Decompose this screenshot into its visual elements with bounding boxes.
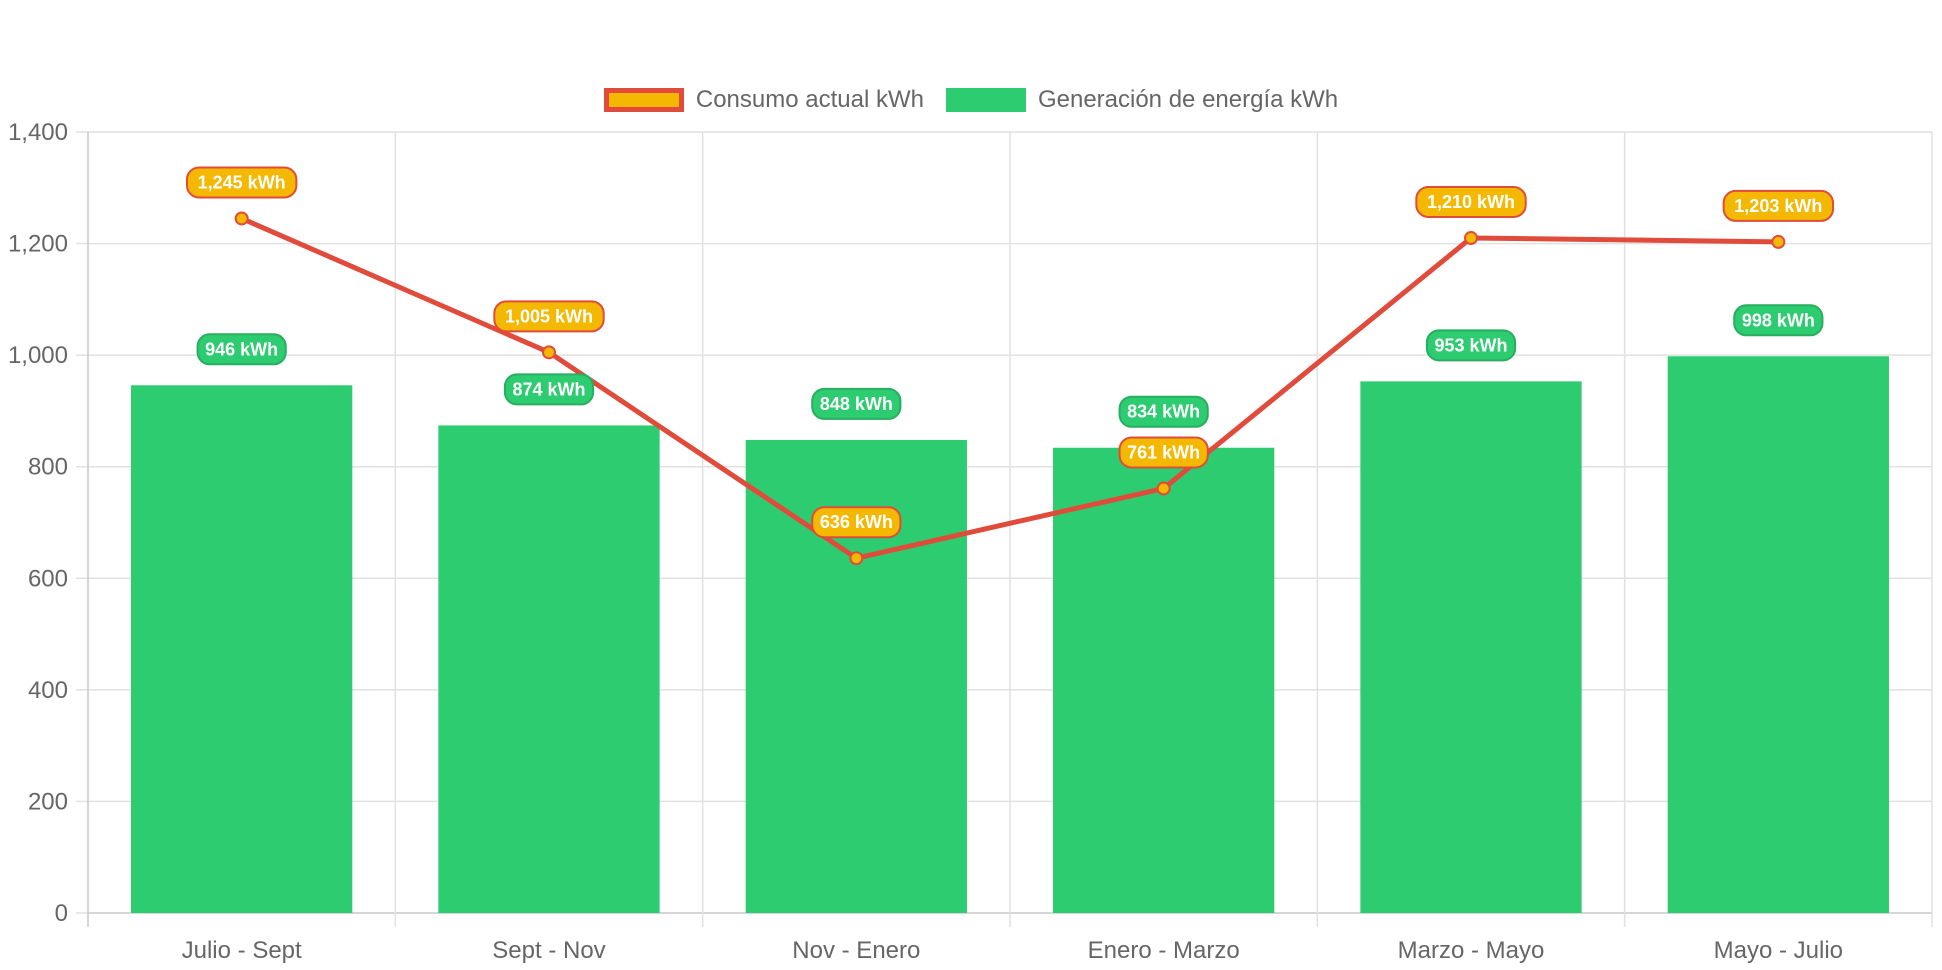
bar-data-label-text: 998 kWh	[1742, 310, 1815, 330]
legend-item-consumo[interactable]: Consumo actual kWh	[603, 86, 924, 114]
bar-data-label-box	[503, 373, 595, 406]
bar	[1667, 356, 1889, 914]
y-tick-label: 400	[28, 677, 68, 704]
line-point	[1771, 234, 1786, 249]
bar-data-label-box	[1118, 395, 1209, 428]
line-data-label-box	[811, 506, 902, 539]
line-data-label-box	[1722, 189, 1835, 222]
bar-data-label-box	[1733, 304, 1824, 337]
bar-data-label-box	[1425, 329, 1517, 362]
line-data-label: 636 kWh	[811, 506, 902, 539]
bar-data-label-box	[811, 387, 902, 420]
legend-swatch-consumo	[603, 88, 684, 112]
line-point	[234, 211, 249, 226]
line-data-label-text: 636 kWh	[820, 512, 893, 532]
x-tick-label: Sept - Nov	[492, 937, 605, 964]
legend-item-generacion[interactable]: Generación de energía kWh	[945, 86, 1339, 114]
bar-data-label: 998 kWh	[1733, 304, 1824, 337]
line-data-label-text: 1,203 kWh	[1734, 196, 1822, 216]
line-data-label-box	[1118, 436, 1209, 469]
line-data-label: 761 kWh	[1118, 436, 1209, 469]
line-data-label: 1,203 kWh	[1722, 189, 1835, 222]
line-data-label-box	[1415, 185, 1527, 218]
line-data-label-text: 761 kWh	[1127, 442, 1200, 462]
line-data-label: 1,245 kWh	[185, 166, 298, 199]
x-tick-label: Julio - Sept	[182, 937, 302, 964]
y-tick-label: 600	[28, 565, 68, 592]
bar-data-label: 874 kWh	[503, 373, 595, 406]
line-data-label-text: 1,210 kWh	[1427, 192, 1515, 212]
line-data-label: 1,210 kWh	[1415, 185, 1527, 218]
y-tick-label: 1,000	[8, 342, 68, 369]
y-tick-label: 1,200	[8, 231, 68, 258]
y-tick-label: 800	[28, 454, 68, 481]
line-point	[1156, 481, 1171, 496]
line-data-label-text: 1,245 kWh	[198, 172, 286, 192]
legend-label-consumo: Consumo actual kWh	[695, 86, 924, 113]
line-data-label-box	[493, 300, 605, 333]
x-tick-label: Mayo - Julio	[1714, 937, 1843, 964]
bar	[438, 425, 660, 913]
legend: Consumo actual kWh Generación de energía…	[0, 82, 1942, 118]
bar-data-label: 848 kWh	[811, 387, 902, 420]
legend-label-generacion: Generación de energía kWh	[1037, 86, 1339, 113]
line-point	[849, 551, 864, 566]
line-data-label-box	[185, 166, 298, 199]
grid	[76, 131, 1933, 927]
x-tick-label: Nov - Enero	[792, 937, 920, 964]
bar-data-label-text: 874 kWh	[512, 379, 585, 399]
y-tick-label: 0	[55, 900, 68, 927]
x-tick-label: Enero - Marzo	[1088, 937, 1240, 964]
bar-data-label: 834 kWh	[1118, 395, 1209, 428]
bar-data-label: 946 kWh	[196, 333, 287, 366]
y-tick-label: 1,400	[8, 119, 68, 146]
line-data-label: 1,005 kWh	[493, 300, 605, 333]
bar	[1360, 381, 1582, 913]
x-tick-label: Marzo - Mayo	[1398, 937, 1545, 964]
bar-data-label-text: 834 kWh	[1127, 402, 1200, 422]
bar-data-label-text: 946 kWh	[205, 339, 278, 359]
legend-swatch-generacion	[945, 88, 1026, 112]
bar-data-label-text: 953 kWh	[1434, 335, 1507, 355]
line-consumo	[240, 216, 1779, 561]
line-data-label-text: 1,005 kWh	[505, 306, 593, 326]
bar	[131, 385, 353, 913]
bar-data-label-box	[196, 333, 287, 366]
bar-data-label-text: 848 kWh	[820, 394, 893, 414]
line-point	[542, 345, 556, 360]
bar-data-label: 953 kWh	[1425, 329, 1517, 362]
bar	[1053, 447, 1275, 913]
line-point	[1464, 230, 1478, 245]
y-tick-label: 200	[28, 788, 68, 815]
